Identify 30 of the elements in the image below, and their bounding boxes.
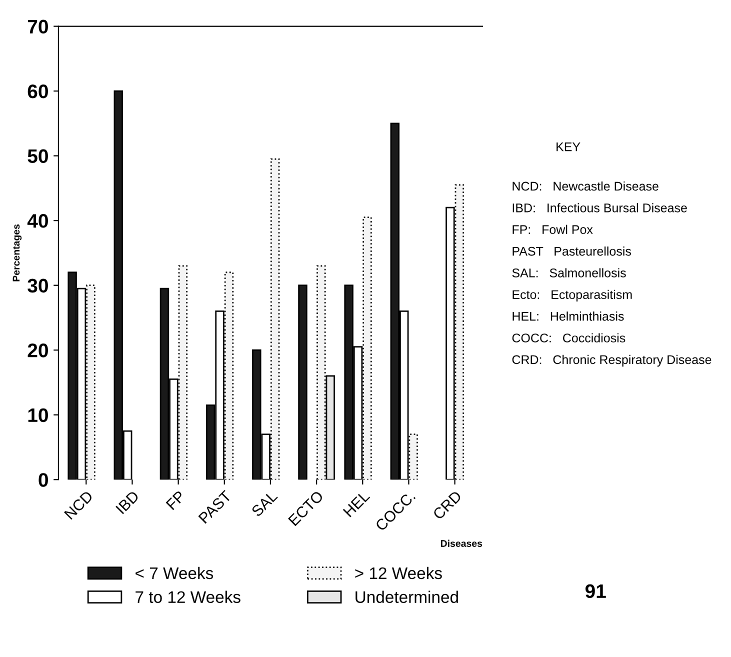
y-tick-label: 40 [27,214,48,228]
bar [298,284,308,480]
text: 91 [585,584,606,598]
text: NCD: Newcastle Disease [512,181,658,191]
text: Ecto: Ectoparasitism [512,290,632,302]
text: COCC: Coccidiosis [512,333,626,342]
text: PAST Pasteurellosis [512,246,631,256]
legend-label: Undetermined [356,590,458,603]
y-tick-label: 30 [28,278,48,293]
text: HEL: Helminthiasis [512,312,624,321]
x-axis-title: Diseases [440,540,482,547]
y-axis-title: Percentages [12,224,22,282]
text: FP: Fowl Pox [512,224,593,234]
x-tick-label: HEL [342,490,370,518]
y-tick-label: 20 [28,344,48,358]
y-tick-label: 70 [28,20,48,34]
y-tick-label: 60 [28,84,48,98]
legend-label: > 12 Weeks [355,566,442,580]
legend-label: < 7 Weeks [136,566,214,580]
x-tick-label: FP [166,490,186,510]
x-tick-label: SAL [250,490,278,518]
x-tick-label: IBD [116,490,140,514]
legend-label: 7 to 12 Weeks [136,590,240,603]
text: IBD: Infectious Bursal Disease [512,203,687,212]
text: KEY [556,142,580,152]
y-tick-label: 50 [28,149,48,164]
text: CRD: Chronic Respiratory Disease [512,354,712,367]
text: SAL: Salmonellosis [512,268,626,278]
y-tick-label: 10 [28,408,48,422]
y-tick-label: 0 [38,473,48,487]
